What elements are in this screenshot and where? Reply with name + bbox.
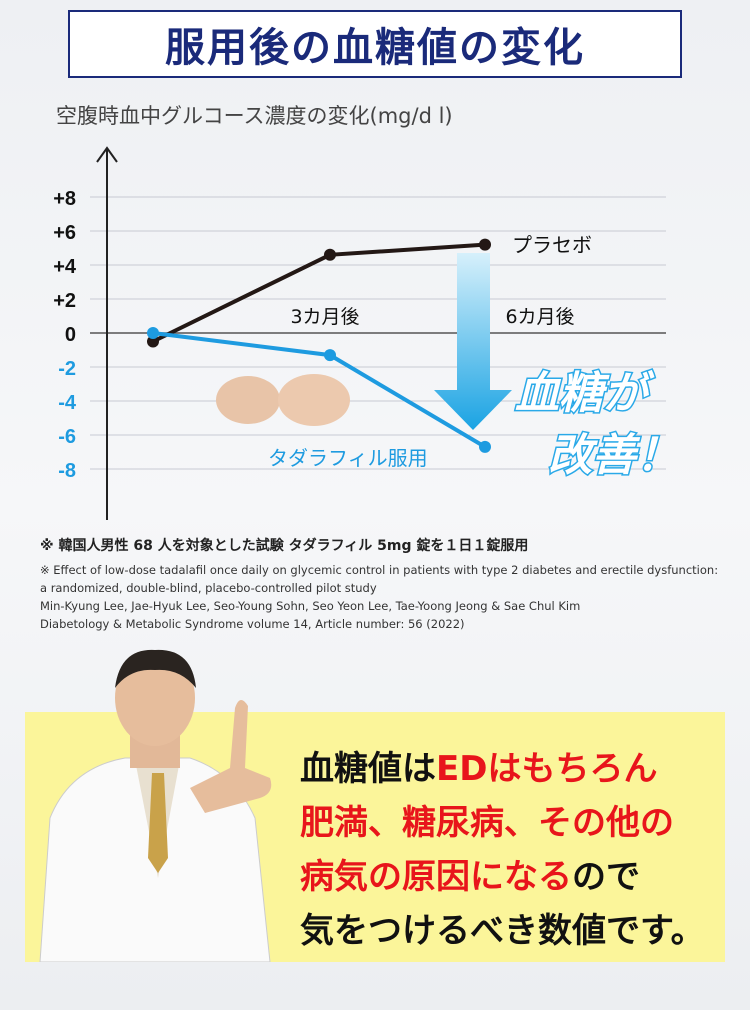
y-tick-label: 0 bbox=[65, 324, 76, 346]
improvement-arrow bbox=[434, 253, 512, 430]
doctor-photo bbox=[39, 649, 272, 962]
data-point bbox=[147, 327, 159, 339]
message-line: 気をつけるべき数値です。 bbox=[300, 911, 705, 951]
title-box: 服用後の血糖値の変化 bbox=[68, 10, 682, 78]
message-line-highlight: 病気の原因になる bbox=[300, 857, 572, 897]
study-note: ※ 韓国人男性 68 人を対象とした試験 タダラフィル 5mg 錠を１日１錠服用 bbox=[40, 538, 529, 554]
citation-line: ※ Effect of low-dose tadalafil once dail… bbox=[40, 563, 719, 577]
x-tick-label: 6カ月後 bbox=[505, 306, 574, 328]
data-point bbox=[147, 335, 159, 348]
message-line-highlight: 肥満、糖尿病、その他の bbox=[300, 803, 674, 843]
annotation-text: 改善！ bbox=[548, 430, 680, 481]
y-tick-label: -4 bbox=[58, 392, 77, 414]
footnotes: ※ 韓国人男性 68 人を対象とした試験 タダラフィル 5mg 錠を１日１錠服用… bbox=[40, 535, 718, 633]
y-tick-label: +6 bbox=[53, 222, 76, 244]
y-tick-label: -6 bbox=[58, 426, 76, 448]
tablet bbox=[216, 376, 280, 424]
y-tick-label: -2 bbox=[58, 358, 76, 380]
message-line: ので bbox=[572, 857, 640, 897]
series-label: タダラフィル服用 bbox=[268, 446, 428, 470]
annotation-text: 血糖が bbox=[515, 368, 655, 419]
tablet bbox=[278, 374, 350, 426]
series-label: プラセボ bbox=[512, 233, 592, 257]
x-tick-label: 3カ月後 bbox=[290, 306, 359, 328]
y-tick-label: -8 bbox=[58, 460, 76, 482]
message-line-highlight: EDはもちろん bbox=[436, 749, 658, 789]
data-point bbox=[479, 238, 491, 251]
data-point bbox=[324, 248, 336, 261]
citation-line: Min-Kyung Lee, Jae-Hyuk Lee, Seo-Young S… bbox=[40, 599, 581, 613]
page-title: 服用後の血糖値の変化 bbox=[165, 25, 585, 71]
message-text: 血糖値はEDはもちろん 肥満、糖尿病、その他の 病気の原因になるので 気をつける… bbox=[300, 742, 705, 958]
citation-line: Diabetology & Metabolic Syndrome volume … bbox=[40, 617, 465, 631]
data-point bbox=[324, 349, 336, 362]
citation-line: a randomized, double-blind, placebo-cont… bbox=[40, 581, 377, 595]
message-line: 血糖値は bbox=[300, 749, 436, 789]
y-axis-arrow bbox=[96, 146, 118, 163]
y-tick-label: +8 bbox=[53, 188, 76, 210]
data-point bbox=[479, 440, 491, 453]
y-tick-label: +4 bbox=[53, 256, 77, 278]
y-tick-label: +2 bbox=[53, 290, 76, 312]
y-axis-label: 空腹時血中グルコース濃度の変化(mg/d l) bbox=[56, 104, 453, 128]
